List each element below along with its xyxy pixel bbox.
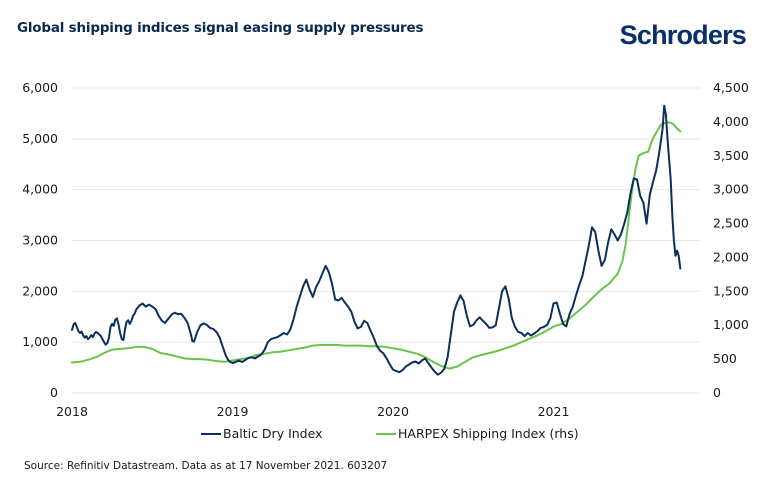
baltic-dry-index-line: [71, 104, 682, 376]
chart-title: Global shipping indices signal easing su…: [17, 20, 424, 36]
y-left-tick-label: 0: [50, 385, 58, 400]
x-tick-label: 2020: [377, 404, 409, 419]
y-left-tick-label: 5,000: [22, 131, 58, 146]
x-tick-label: 2021: [538, 404, 570, 419]
y-right-tick-label: 500: [713, 351, 737, 366]
y-right-tick-label: 1,000: [713, 317, 749, 332]
line-chart: 0 1,000 2,000 3,000 4,000 5,000 6,000 0 500 1,00…: [22, 80, 749, 419]
y-right-tick-label: 3,500: [713, 148, 749, 163]
legend-item-baltic: Baltic Dry Index: [201, 426, 322, 441]
y-left-tick-label: 3,000: [22, 233, 58, 248]
y-axis-left: 0 1,000 2,000 3,000 4,000 5,000 6,000: [22, 80, 58, 400]
legend-label-baltic: Baltic Dry Index: [223, 426, 323, 441]
gridlines: [72, 87, 700, 394]
y-right-tick-label: 1,500: [713, 283, 749, 298]
y-right-tick-label: 3,000: [713, 182, 749, 197]
y-right-tick-label: 2,000: [713, 249, 749, 264]
y-right-tick-label: 2,500: [713, 216, 749, 231]
legend-swatch-baltic: [201, 432, 221, 435]
schroders-logo: Schroders: [619, 20, 747, 50]
legend-item-harpex: HARPEX Shipping Index (rhs): [376, 426, 579, 441]
y-axis-right: 0 500 1,000 1,500 2,000 2,500 3,000 3,500 4,000 4…: [713, 80, 749, 400]
series-lines: [71, 104, 682, 376]
y-left-tick-label: 4,000: [22, 182, 58, 197]
x-tick-label: 2019: [217, 404, 249, 419]
y-left-tick-label: 2,000: [22, 283, 58, 298]
y-left-tick-label: 1,000: [22, 334, 58, 349]
x-tick-label: 2018: [56, 404, 88, 419]
harpex-index-line: [71, 121, 682, 370]
y-left-tick-label: 6,000: [22, 80, 58, 95]
legend-label-harpex: HARPEX Shipping Index (rhs): [398, 426, 579, 441]
source-note: Source: Refinitiv Datastream. Data as at…: [24, 460, 388, 472]
y-right-tick-label: 0: [713, 385, 721, 400]
x-axis: 2018 2019 2020 2021: [56, 404, 569, 419]
y-right-tick-label: 4,000: [713, 114, 749, 129]
y-right-tick-label: 4,500: [713, 80, 749, 95]
legend-swatch-harpex: [376, 432, 396, 435]
